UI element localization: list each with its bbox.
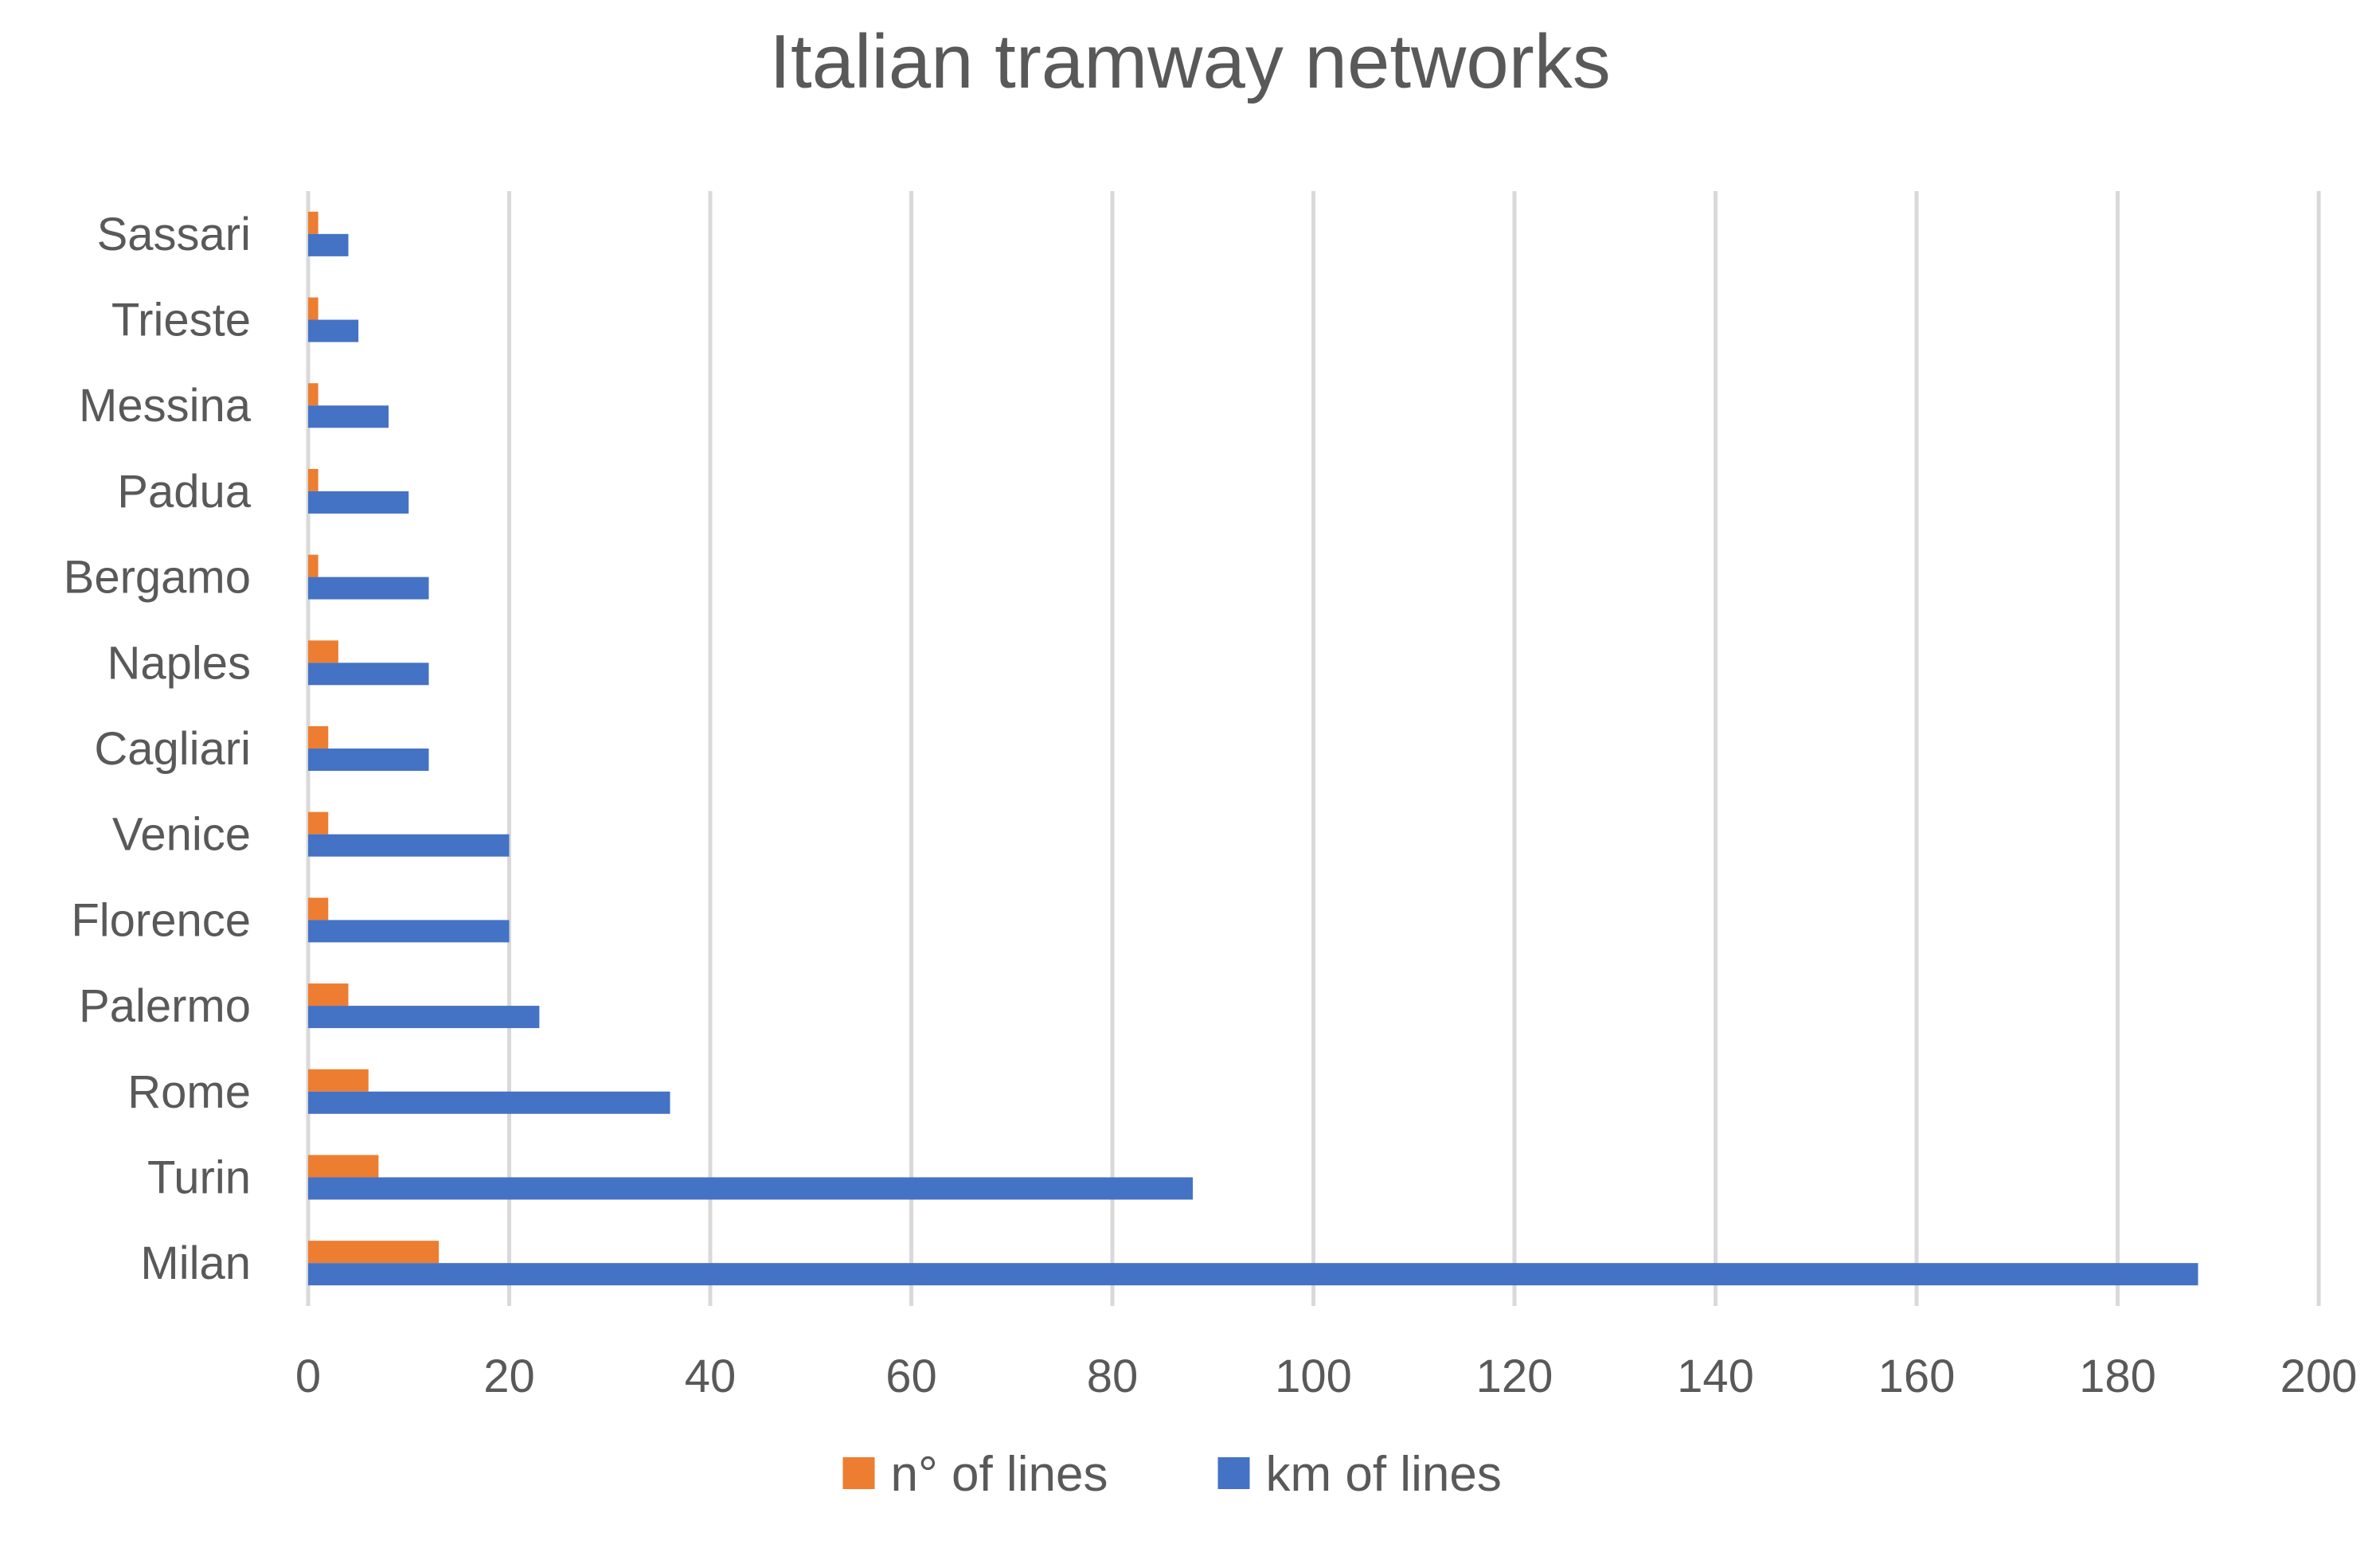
x-tick-label: 0 [295,1351,321,1402]
category-label: Turin [147,1151,251,1203]
category-label: Florence [71,894,251,946]
category-label: Trieste [111,295,251,346]
x-tick-label: 60 [885,1351,937,1402]
category-label: Bergamo [64,552,251,604]
bar-lines-count-cagliari [308,726,329,749]
category-label: Venice [112,809,251,861]
legend-swatch [842,1457,875,1489]
bar-lines-km-cagliari [308,749,429,771]
bar-lines-km-milan [308,1263,2198,1286]
category-label: Cagliari [94,723,251,775]
bar-lines-km-venice [308,834,510,857]
bars [308,211,2198,1286]
x-tick-label: 120 [1476,1351,1553,1402]
x-tick-label: 200 [2280,1351,2358,1402]
gridlines [306,191,2321,1306]
legend-label: km of lines [1266,1447,1502,1502]
bar-lines-km-sassari [308,233,349,256]
bar-lines-km-naples [308,663,429,686]
bar-lines-count-milan [308,1241,440,1264]
chart-title: Italian tramway networks [769,19,1611,104]
category-label: Sassari [97,209,251,260]
x-tick-label: 100 [1275,1351,1352,1402]
bar-lines-km-florence [308,920,510,943]
x-tick-label: 40 [685,1351,737,1402]
x-tick-label: 140 [1677,1351,1754,1402]
category-label: Padua [117,466,251,518]
bar-lines-km-padua [308,491,409,514]
bar-lines-km-turin [308,1177,1193,1200]
x-tick-labels: 0 20 40 60 80 100 120 140 160 180 200 [295,1351,2358,1402]
bar-lines-km-messina [308,405,389,428]
bar-lines-count-palermo [308,983,349,1007]
bar-lines-count-padua [308,468,319,491]
bar-lines-count-naples [308,640,338,663]
bar-lines-count-turin [308,1155,379,1178]
bar-lines-count-venice [308,811,329,835]
bar-lines-km-trieste [308,319,359,342]
bar-lines-count-florence [308,897,329,921]
category-labels: Milan Turin Rome Palermo Florence Venice Cagli… [64,209,252,1289]
legend-swatch [1217,1457,1250,1489]
x-tick-label: 160 [1878,1351,1956,1402]
bar-lines-count-messina [308,383,319,406]
bar-lines-count-trieste [308,297,319,320]
x-tick-label: 180 [2079,1351,2156,1402]
category-label: Naples [107,637,251,689]
legend-label: n° of lines [891,1447,1108,1502]
category-label: Palermo [79,980,251,1032]
category-label: Messina [79,380,252,432]
bar-lines-km-palermo [308,1006,540,1029]
bar-lines-count-bergamo [308,554,319,577]
category-label: Milan [140,1237,251,1289]
x-tick-label: 20 [483,1351,535,1402]
x-tick-label: 80 [1087,1351,1139,1402]
bar-lines-count-rome [308,1069,369,1092]
bar-lines-km-bergamo [308,577,429,600]
category-label: Rome [127,1066,251,1118]
legend: n° of lines km of lines [842,1447,1502,1502]
bar-lines-count-sassari [308,211,319,234]
bar-lines-km-rome [308,1091,670,1114]
